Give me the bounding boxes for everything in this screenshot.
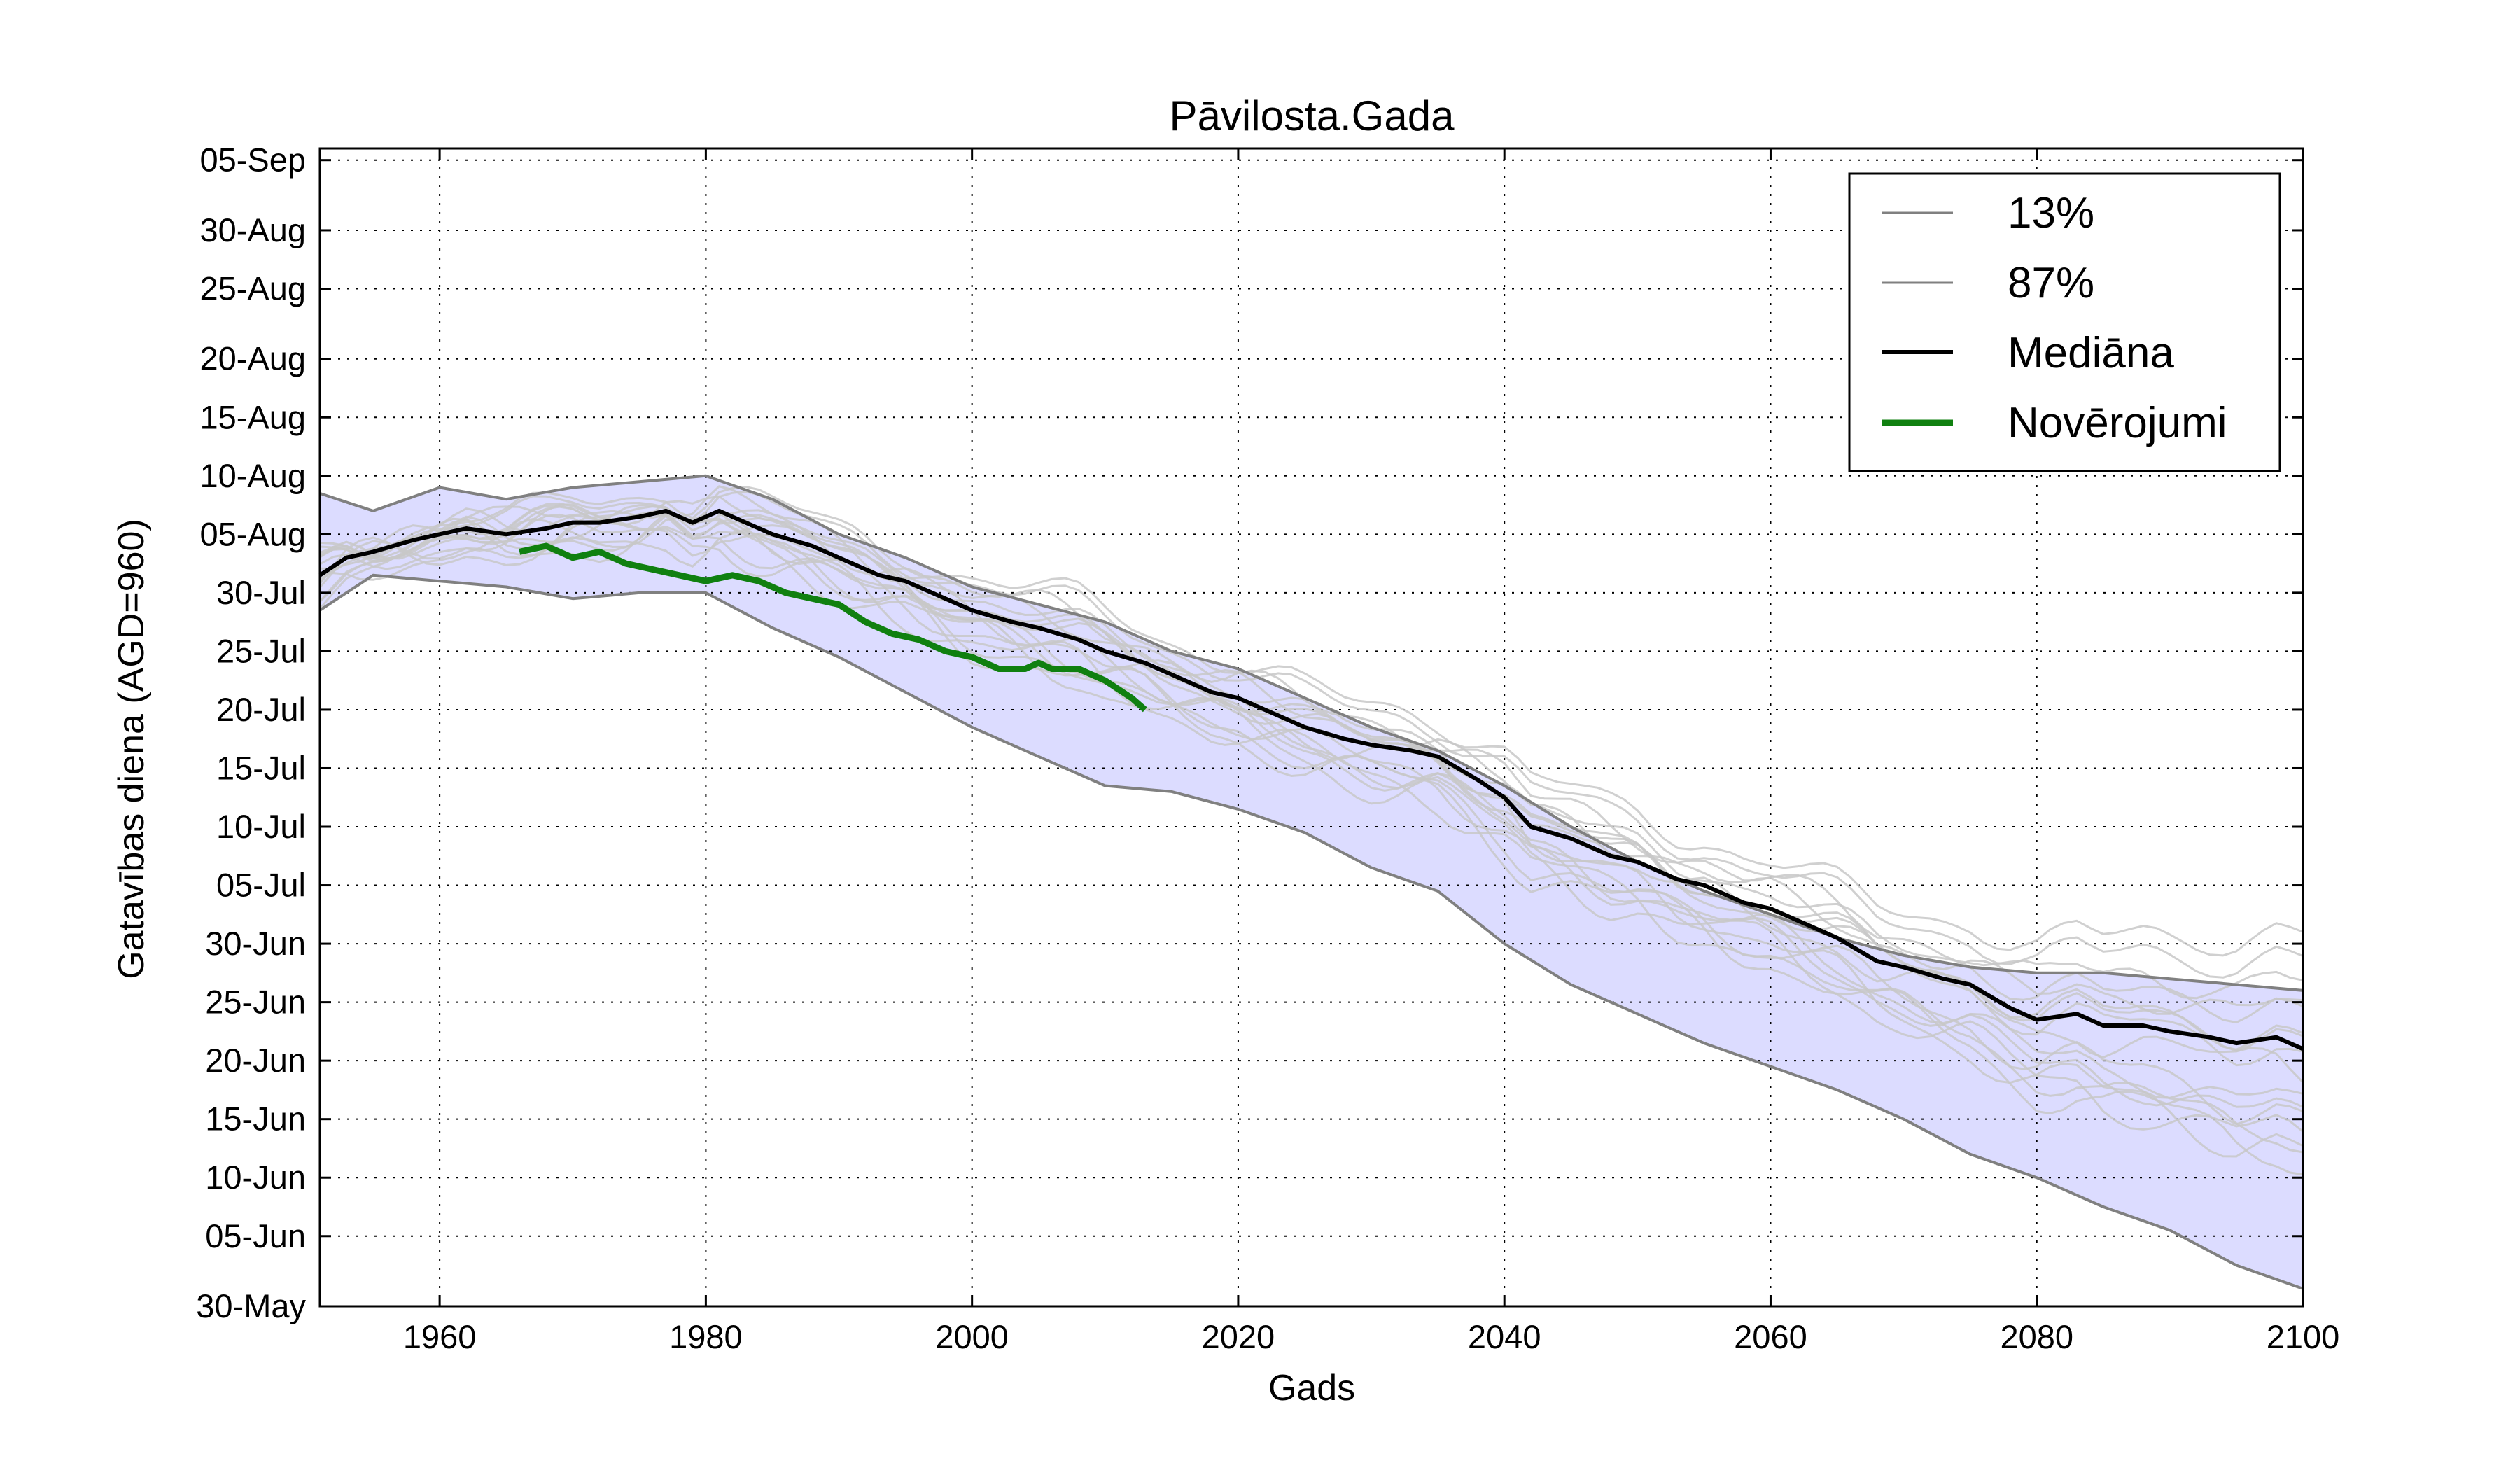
- scenario-line: [319, 504, 2304, 1084]
- legend-label-mediana: Mediāna: [2008, 329, 2174, 377]
- scenario-line: [319, 490, 2304, 979]
- x-tick-label: 2040: [1468, 1318, 1541, 1355]
- axes-frame: [318, 147, 2304, 1308]
- legend-label-87: 87%: [2008, 259, 2094, 307]
- y-tick-label: 30-May: [196, 1287, 306, 1324]
- scenario-lines: [318, 485, 2304, 1176]
- x-tick-label: 1960: [403, 1318, 477, 1355]
- x-tick-label: 2060: [1734, 1318, 1807, 1355]
- y-tick-label: 20-Jun: [205, 1042, 306, 1079]
- series-line-3: [318, 508, 2304, 1051]
- y-tick-label: 20-Jul: [216, 691, 306, 728]
- x-tick-label: 1980: [669, 1318, 743, 1355]
- x-tick-label: 2100: [2267, 1318, 2340, 1355]
- y-tick-label: 20-Aug: [200, 340, 306, 377]
- y-tick-label: 15-Aug: [200, 398, 306, 435]
- legend: 13% 87% Mediāna Novērojumi: [1848, 172, 2281, 472]
- y-tick-label: 25-Aug: [200, 270, 306, 307]
- scenario-line: [319, 485, 2304, 957]
- x-tick-label: 2080: [2000, 1318, 2073, 1355]
- y-tick-label: 25-Jul: [216, 632, 306, 669]
- scenario-line: [318, 514, 2304, 1108]
- x-tick-label: 2020: [1202, 1318, 1275, 1355]
- series-line-2: [319, 474, 2304, 992]
- series-line-1: [318, 573, 2304, 1290]
- y-axis-title: Gatavības diena (AGD=960): [111, 519, 152, 979]
- x-tick-label: 2000: [935, 1318, 1009, 1355]
- y-tick-label: 10-Jul: [216, 808, 306, 845]
- legend-label-noverojumi: Novērojumi: [2008, 399, 2227, 447]
- y-tick-label: 05-Jun: [205, 1217, 306, 1254]
- y-tick-label: 10-Jun: [205, 1158, 306, 1196]
- y-tick-label: 05-Aug: [200, 515, 306, 552]
- y-tick-label: 30-Jun: [205, 925, 306, 962]
- axes: 1960 1980 2000 2020 2040 2060 2080 2100 30-May 05…: [196, 141, 2339, 1355]
- y-tick-label: 15-Jun: [205, 1100, 306, 1138]
- y-tick-label: 10-Aug: [200, 457, 306, 494]
- scenario-line: [319, 517, 2304, 1158]
- scenario-line: [318, 512, 2304, 1133]
- y-tick-label: 15-Jul: [216, 749, 306, 786]
- x-axis-title: Gads: [1268, 1368, 1355, 1408]
- y-tick-label: 30-Aug: [200, 211, 306, 248]
- y-tick-label: 05-Jul: [216, 867, 306, 904]
- series-lines: [318, 474, 2304, 1290]
- y-tick-label: 25-Jun: [205, 983, 306, 1021]
- y-tick-label: 05-Sep: [200, 141, 306, 178]
- scenario-line: [319, 485, 2304, 1000]
- chart-title: Pāvilosta.Gada: [1170, 92, 1455, 139]
- y-tick-label: 30-Jul: [216, 574, 306, 611]
- legend-label-13: 13%: [2008, 189, 2094, 237]
- series-line-4: [519, 542, 1147, 713]
